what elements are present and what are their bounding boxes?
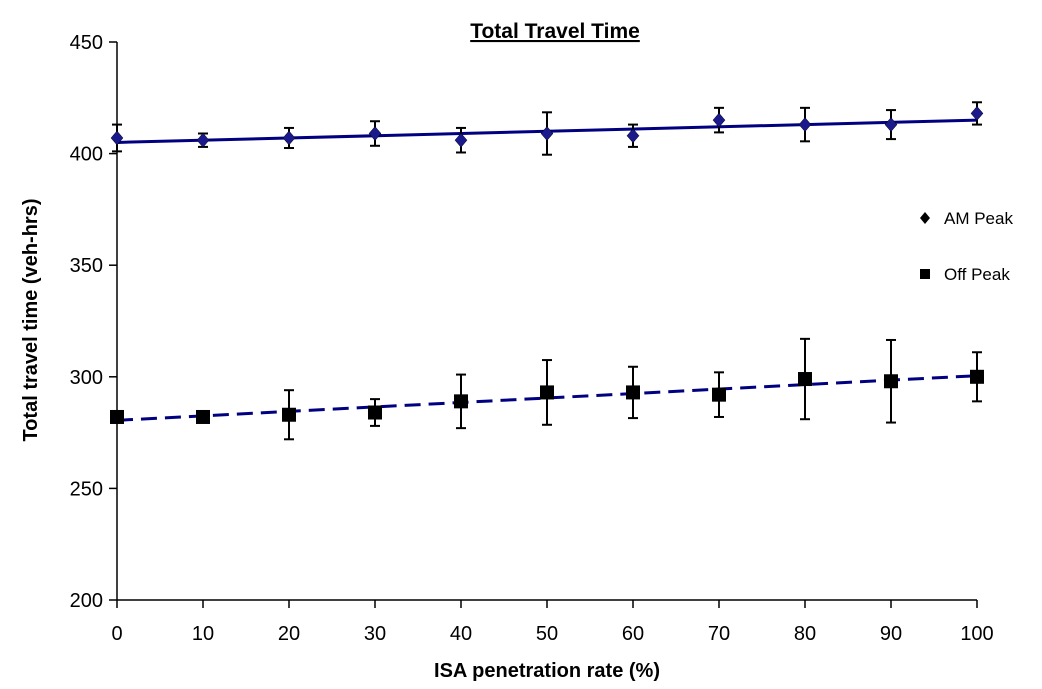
x-tick-label: 80: [794, 623, 816, 645]
legend-marker-square: [920, 269, 930, 279]
data-point-diamond: [970, 106, 984, 121]
series-group: [110, 337, 984, 441]
x-tick-label: 30: [364, 623, 386, 645]
chart-title: Total Travel Time: [470, 20, 640, 43]
x-tick-label: 10: [192, 623, 214, 645]
y-tick-label: 450: [70, 32, 103, 54]
y-axis: 200 250 300 350 400 450: [70, 32, 118, 612]
x-tick-label: 70: [708, 623, 730, 645]
legend: AM Peak Off Peak: [920, 209, 1013, 284]
data-point-diamond: [884, 117, 898, 132]
series-group: [110, 101, 984, 156]
y-tick-label: 300: [70, 367, 103, 389]
data-point-diamond: [540, 126, 554, 141]
data-point-diamond: [196, 132, 210, 148]
legend-marker-diamond: [920, 212, 930, 224]
x-tick-label: 0: [111, 623, 122, 645]
y-tick-label: 400: [70, 144, 103, 166]
data-point-square: [970, 369, 984, 384]
y-tick-label: 350: [70, 255, 103, 277]
legend-label: Off Peak: [944, 265, 1010, 284]
x-axis-title: ISA penetration rate (%): [434, 660, 660, 682]
data-point-square: [884, 374, 898, 389]
data-point-square: [282, 407, 296, 422]
x-tick-label: 100: [960, 623, 993, 645]
data-point-square: [196, 409, 210, 424]
data-series: [110, 101, 984, 441]
x-axis: 0 10 20 30 40 50 60 70 80 90 100: [111, 599, 994, 645]
data-point-diamond: [798, 117, 812, 132]
data-point-diamond: [712, 112, 726, 128]
data-point-square: [626, 385, 640, 400]
data-point-square: [368, 405, 382, 420]
data-point-diamond: [454, 132, 468, 148]
data-point-square: [798, 372, 812, 387]
x-tick-label: 40: [450, 623, 472, 645]
x-tick-label: 60: [622, 623, 644, 645]
data-point-diamond: [368, 126, 382, 141]
legend-label: AM Peak: [944, 209, 1013, 228]
y-tick-label: 250: [70, 478, 103, 500]
y-axis-title: Total travel time (veh-hrs): [20, 198, 42, 441]
x-tick-label: 20: [278, 623, 300, 645]
data-point-diamond: [110, 130, 124, 146]
data-point-diamond: [282, 130, 296, 146]
y-tick-label: 200: [70, 590, 103, 612]
data-point-square: [712, 387, 726, 402]
data-point-square: [454, 394, 468, 409]
x-tick-label: 90: [880, 623, 902, 645]
x-tick-label: 50: [536, 623, 558, 645]
data-point-square: [540, 385, 554, 400]
data-point-square: [110, 409, 124, 424]
data-point-diamond: [626, 128, 640, 144]
